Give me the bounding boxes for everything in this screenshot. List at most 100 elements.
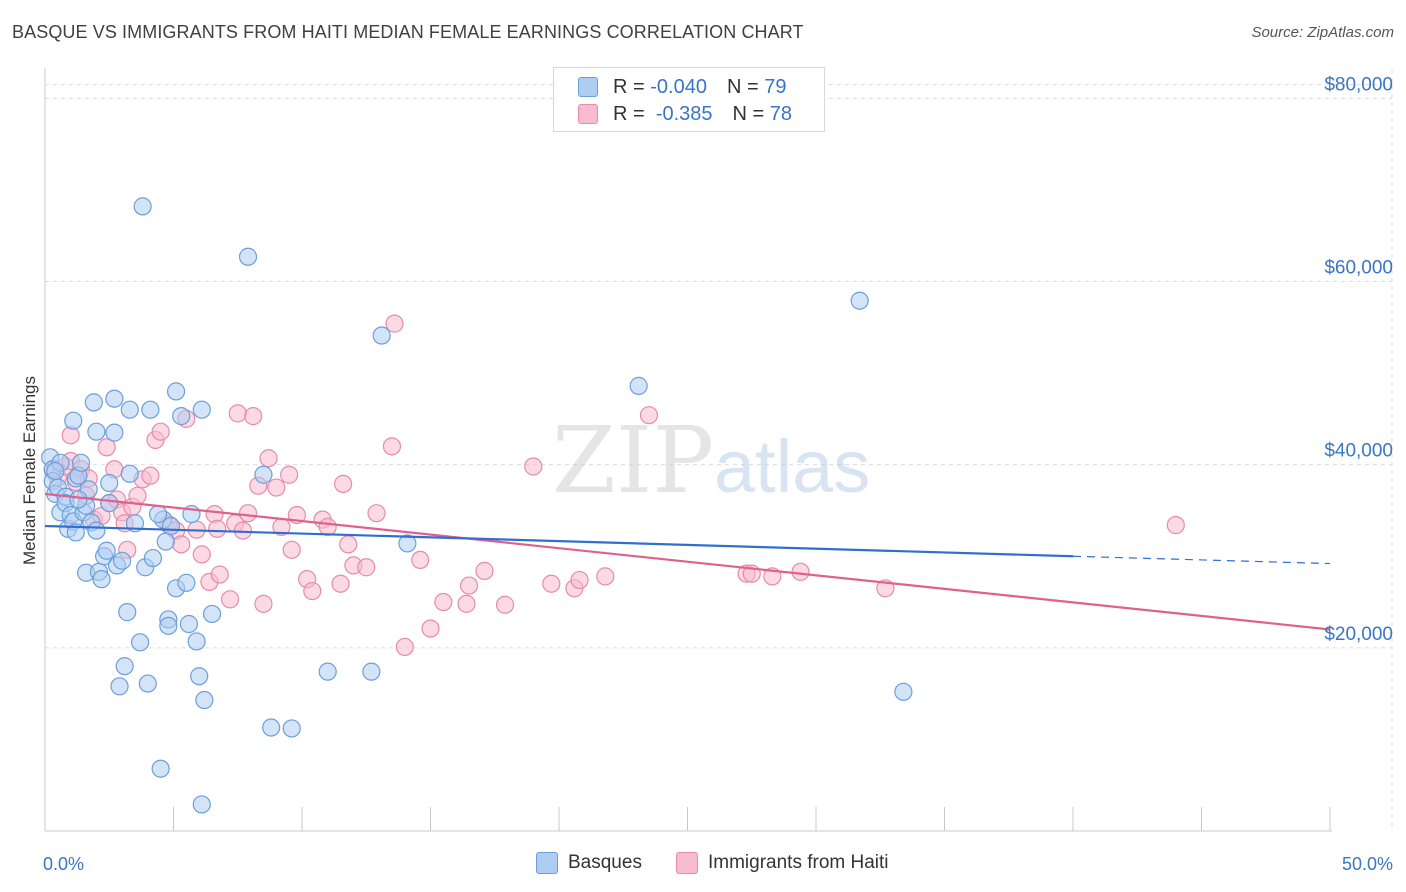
basques-point	[179, 614, 199, 634]
haiti-point	[570, 570, 589, 590]
basques-point	[105, 389, 124, 408]
haiti-point	[639, 406, 659, 425]
haiti-point	[331, 574, 350, 593]
basques-point	[161, 516, 181, 536]
stats-box: R = -0.040 N = 79 R = -0.385 N = 78	[553, 67, 825, 132]
legend-item-basques: Basques	[536, 852, 642, 874]
basques-point	[192, 400, 211, 419]
legend-haiti-swatch	[676, 852, 698, 874]
y-axis-label: Median Female Earnings	[20, 376, 39, 565]
basques-point	[362, 662, 381, 681]
haiti-point	[357, 558, 376, 577]
basques-point	[166, 382, 186, 401]
basques-point	[629, 376, 648, 395]
haiti-point	[282, 540, 301, 559]
basques-point	[202, 604, 222, 624]
basques-point	[398, 534, 417, 553]
stats-row-basques: R = -0.040 N = 79	[578, 74, 786, 100]
haiti-point	[192, 545, 211, 564]
basques-n-value: 79	[764, 75, 787, 98]
basques-trend-extension	[1072, 555, 1331, 565]
basques-point	[97, 541, 116, 560]
haiti-point	[395, 637, 414, 657]
source-credit: Source: ZipAtlas.com	[1251, 24, 1394, 41]
haiti-point	[259, 449, 278, 468]
y-tick-labels: $20,000 $40,000 $60,000 $80,000	[1324, 74, 1393, 645]
haiti-point	[128, 486, 147, 505]
haiti-point	[367, 504, 386, 523]
basques-point	[143, 548, 163, 568]
haiti-point	[151, 422, 170, 441]
basques-point	[112, 551, 132, 570]
basques-point	[850, 291, 869, 310]
y-tick-label: $40,000	[1324, 441, 1393, 462]
basques-swatch	[578, 77, 598, 97]
basques-point	[192, 795, 211, 814]
basques-point	[195, 690, 214, 710]
basques-point	[100, 473, 119, 493]
basques-point	[92, 570, 111, 589]
basques-point	[282, 719, 301, 738]
haiti-point	[172, 535, 191, 554]
haiti-point	[208, 519, 227, 538]
basques-point	[318, 662, 337, 681]
haiti-point	[254, 594, 273, 613]
basques-points	[41, 197, 913, 814]
legend-basques-swatch	[536, 852, 558, 874]
basques-point	[130, 633, 150, 652]
haiti-point	[475, 561, 494, 580]
basques-point	[238, 247, 258, 266]
haiti-point	[411, 550, 430, 570]
axes	[44, 68, 1332, 832]
basques-point	[118, 603, 137, 622]
basques-point	[156, 532, 175, 551]
haiti-r-value: -0.385	[655, 102, 713, 125]
basques-point	[46, 461, 65, 481]
haiti-point	[524, 457, 543, 476]
haiti-point	[457, 594, 476, 613]
basques-point	[120, 400, 139, 419]
haiti-point	[220, 590, 240, 609]
basques-point	[151, 759, 170, 778]
basques-point	[87, 521, 106, 540]
basques-point	[69, 490, 88, 509]
haiti-point	[1166, 516, 1185, 535]
legend-haiti-label: Immigrants from Haiti	[708, 852, 889, 873]
basques-point	[177, 573, 196, 592]
basques-point	[71, 453, 91, 472]
basques-point	[372, 326, 391, 345]
basques-point	[894, 682, 913, 701]
basques-point	[100, 494, 119, 513]
haiti-n-label: N =	[732, 102, 765, 125]
basques-point	[190, 667, 209, 686]
haiti-trend-line	[44, 492, 1331, 631]
basques-point	[105, 423, 124, 442]
haiti-point	[339, 535, 358, 554]
basques-trend-line	[44, 524, 1074, 558]
legend-item-haiti: Immigrants from Haiti	[676, 852, 889, 874]
haiti-point	[141, 466, 160, 485]
watermark-atlas: atlas	[714, 425, 870, 508]
basques-point	[262, 718, 281, 737]
haiti-point	[385, 314, 404, 333]
basques-point	[87, 422, 106, 441]
haiti-point	[421, 619, 440, 638]
y-tick-label: $20,000	[1324, 624, 1393, 645]
haiti-point	[459, 576, 479, 595]
trend-lines	[44, 492, 1331, 631]
haiti-point	[318, 517, 337, 537]
basques-point	[141, 400, 160, 419]
haiti-point	[303, 581, 322, 601]
haiti-point	[210, 565, 229, 584]
basques-point	[254, 465, 273, 484]
haiti-point	[596, 567, 615, 586]
basques-point	[110, 677, 129, 696]
haiti-point	[238, 504, 258, 523]
basques-point	[138, 674, 157, 693]
haiti-point	[334, 474, 353, 493]
haiti-n-value: 78	[769, 102, 793, 125]
haiti-point	[97, 438, 116, 457]
basques-r-label: R =	[613, 75, 645, 98]
y-tick-label: $80,000	[1324, 74, 1393, 95]
